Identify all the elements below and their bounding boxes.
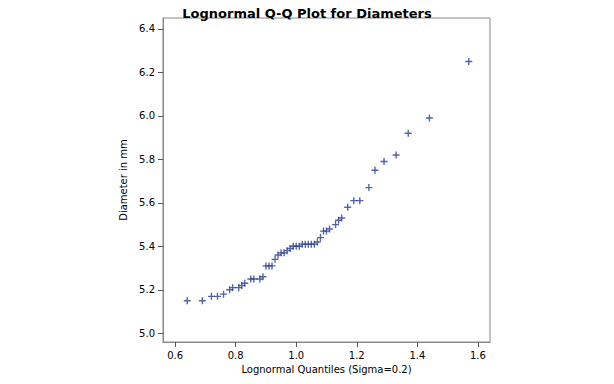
svg-text:5.0: 5.0 — [139, 328, 155, 339]
svg-text:5.2: 5.2 — [139, 284, 155, 295]
svg-text:6.2: 6.2 — [139, 67, 155, 78]
svg-text:Lognormal Q-Q Plot for Diamete: Lognormal Q-Q Plot for Diameters — [182, 6, 432, 21]
svg-text:0.8: 0.8 — [228, 350, 244, 361]
svg-text:1.0: 1.0 — [288, 350, 304, 361]
svg-text:1.4: 1.4 — [409, 350, 425, 361]
svg-text:6.0: 6.0 — [139, 110, 155, 121]
svg-text:5.8: 5.8 — [139, 154, 155, 165]
svg-text:Diameter in mm: Diameter in mm — [118, 139, 129, 221]
svg-text:Lognormal Quantiles (Sigma=0.2: Lognormal Quantiles (Sigma=0.2) — [241, 364, 411, 375]
svg-text:0.6: 0.6 — [167, 350, 183, 361]
svg-text:5.4: 5.4 — [139, 241, 155, 252]
svg-text:5.6: 5.6 — [139, 197, 155, 208]
svg-text:6.4: 6.4 — [139, 23, 155, 34]
svg-text:1.2: 1.2 — [349, 350, 365, 361]
svg-text:1.6: 1.6 — [470, 350, 486, 361]
